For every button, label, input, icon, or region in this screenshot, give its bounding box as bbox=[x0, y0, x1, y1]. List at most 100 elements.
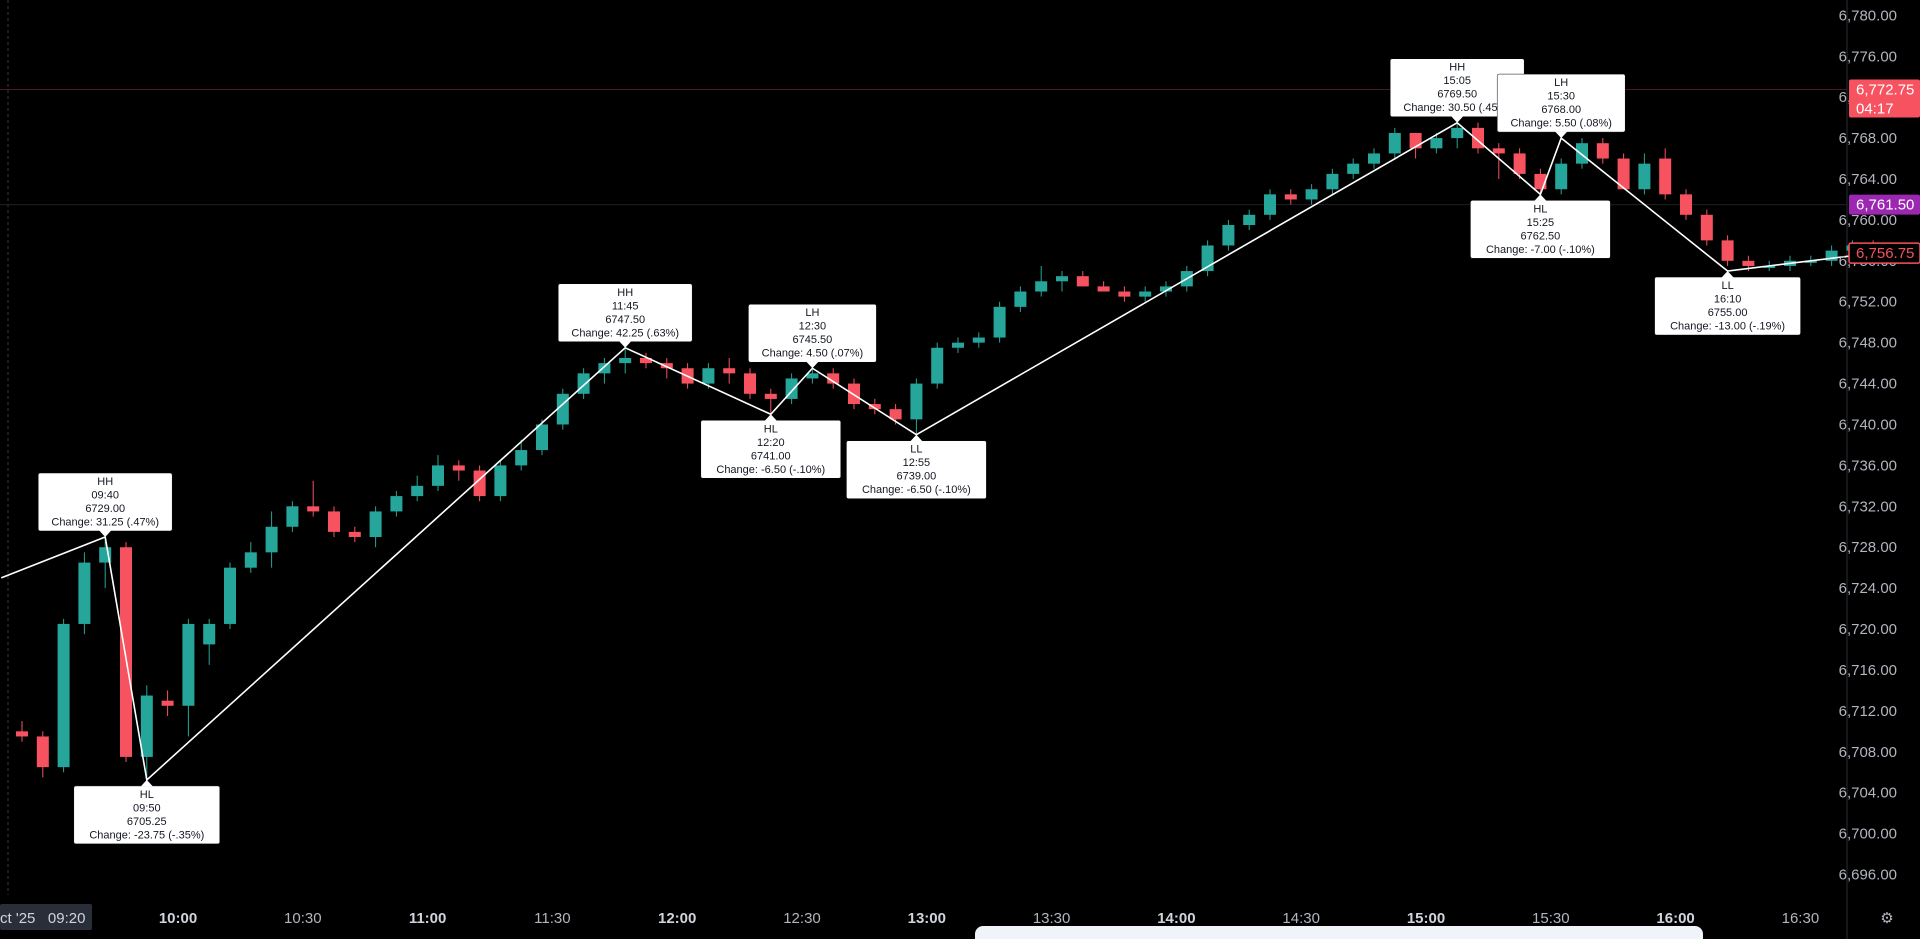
swing-label-text: Change: -13.00 (-.19%) bbox=[1670, 321, 1785, 333]
swing-label-text: 11:45 bbox=[612, 300, 639, 312]
price-tick-label: 6,744.00 bbox=[1839, 376, 1897, 393]
settings-gear-icon[interactable]: ⚙ bbox=[1880, 909, 1894, 927]
candle-body bbox=[1056, 276, 1068, 282]
price-tag-bg bbox=[1848, 242, 1920, 264]
candle bbox=[827, 368, 840, 389]
candle bbox=[1430, 132, 1443, 154]
date-badge-text: ct '25 09:20 bbox=[0, 910, 85, 927]
candle bbox=[182, 618, 195, 737]
candle-body bbox=[1160, 286, 1172, 292]
candle bbox=[1097, 281, 1110, 292]
time-tick-label: 10:30 bbox=[284, 910, 322, 927]
swing-label-pointer bbox=[140, 779, 153, 787]
candle bbox=[369, 506, 382, 548]
swing-label-text: 16:10 bbox=[1714, 294, 1742, 306]
time-axis[interactable]: 10:00 10:30 11:00 11:30 12:00 12:30 13:00 13:30… bbox=[159, 910, 1819, 927]
swing-label-text: Change: -23.75 (-.35%) bbox=[89, 829, 204, 841]
candle bbox=[1368, 148, 1380, 169]
candle-body bbox=[161, 700, 174, 706]
candle bbox=[244, 542, 257, 573]
swing-label-pointer bbox=[99, 530, 112, 537]
time-tick-label: 11:30 bbox=[534, 910, 570, 927]
candle-body bbox=[556, 393, 569, 425]
candle bbox=[1139, 286, 1152, 302]
candle bbox=[1014, 286, 1027, 312]
swing-label-text: Change: 31.25 (.47%) bbox=[51, 517, 159, 529]
candle-body bbox=[286, 506, 299, 527]
price-tag: 6,761.50 bbox=[1849, 194, 1920, 215]
candle bbox=[1118, 286, 1131, 302]
time-tick-label: 16:00 bbox=[1656, 910, 1694, 927]
swing-label-text: 6769.50 bbox=[1437, 89, 1477, 101]
candle-body bbox=[1388, 132, 1401, 154]
swing-label-text: LL bbox=[910, 444, 922, 456]
candle bbox=[868, 398, 881, 415]
swing-label-text: 6768.00 bbox=[1541, 104, 1581, 116]
swing-label-text: 15:30 bbox=[1547, 91, 1575, 103]
candle-body bbox=[244, 552, 257, 568]
candle-body bbox=[868, 404, 881, 410]
candle-body bbox=[369, 511, 382, 537]
candle bbox=[993, 301, 1006, 343]
swing-label-pointer bbox=[619, 341, 632, 348]
candle-body bbox=[452, 465, 465, 471]
candle bbox=[806, 368, 819, 384]
candle-body bbox=[993, 306, 1006, 338]
swing-label-text: 15:05 bbox=[1443, 75, 1471, 87]
swing-label-text: LL bbox=[1721, 280, 1733, 292]
time-tick-label: 11:00 bbox=[409, 910, 447, 927]
swing-label-text: 6745.50 bbox=[793, 334, 833, 346]
candle bbox=[1721, 235, 1734, 266]
candle bbox=[120, 542, 132, 763]
date-badge: ct '25 09:20 bbox=[0, 904, 92, 930]
candle-body bbox=[1014, 291, 1027, 307]
candle-body bbox=[1326, 173, 1339, 190]
swing-label-pointer bbox=[1534, 194, 1547, 201]
candle-body bbox=[1284, 194, 1297, 200]
candle-body bbox=[1035, 281, 1048, 292]
candle bbox=[910, 378, 923, 435]
time-tick-label: 12:00 bbox=[658, 910, 696, 927]
candle-body bbox=[182, 623, 195, 706]
swing-label-text: Change: -7.00 (-.10%) bbox=[1486, 244, 1595, 256]
candle bbox=[972, 332, 985, 348]
candle-body bbox=[390, 496, 403, 512]
swing-label-text: 09:40 bbox=[91, 490, 119, 502]
bottom-toolbar[interactable] bbox=[975, 926, 1703, 939]
time-tick-label: 16:30 bbox=[1782, 910, 1820, 927]
candle-body bbox=[120, 547, 132, 757]
candle-body bbox=[411, 485, 424, 497]
candle bbox=[1659, 148, 1672, 200]
price-tick-label: 6,696.00 bbox=[1839, 867, 1897, 884]
candle bbox=[57, 618, 70, 773]
swing-label-text: Change: 5.50 (.08%) bbox=[1510, 118, 1612, 130]
swing-label-text: 6741.00 bbox=[751, 450, 791, 462]
candle-body bbox=[1305, 189, 1318, 200]
swing-label-text: 6755.00 bbox=[1708, 307, 1748, 319]
candle-body bbox=[203, 623, 216, 645]
candle-body bbox=[744, 373, 756, 394]
candle bbox=[1035, 265, 1048, 297]
price-tag-value: 6,772.75 bbox=[1856, 82, 1914, 99]
candle-body bbox=[1742, 260, 1755, 266]
price-tick-label: 6,728.00 bbox=[1839, 539, 1897, 556]
swing-label-text: 09:50 bbox=[133, 802, 161, 814]
candle bbox=[411, 475, 424, 502]
candle bbox=[723, 358, 736, 384]
candle-body bbox=[1700, 214, 1713, 241]
candle-body bbox=[1513, 153, 1526, 174]
price-tag: 6,756.75 bbox=[1848, 242, 1920, 264]
candle bbox=[432, 455, 444, 491]
swing-label-text: Change: -6.50 (-.10%) bbox=[862, 484, 971, 496]
